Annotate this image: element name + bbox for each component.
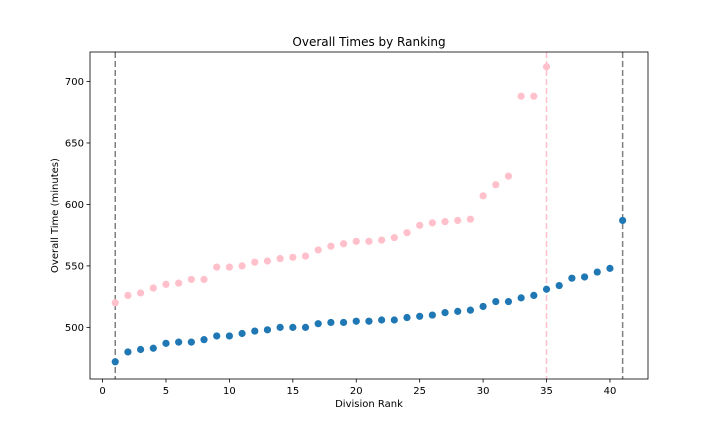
data-point-series-2 — [606, 264, 614, 272]
data-point-series-1 — [441, 218, 449, 226]
data-point-series-2 — [580, 273, 589, 281]
data-point-series-2 — [111, 358, 119, 366]
data-point-series-2 — [454, 307, 462, 315]
data-point-series-1 — [403, 229, 411, 237]
data-point-series-1 — [416, 221, 424, 229]
data-point-series-2 — [187, 338, 195, 346]
data-point-series-1 — [428, 219, 436, 227]
data-point-series-1 — [289, 253, 297, 261]
data-point-series-2 — [466, 306, 475, 314]
data-point-series-1 — [339, 240, 348, 248]
y-tick-label: 700 — [65, 77, 84, 88]
y-tick-label: 650 — [65, 138, 84, 149]
data-point-series-1 — [314, 246, 322, 254]
data-point-series-2 — [213, 332, 221, 340]
data-point-series-1 — [390, 234, 398, 242]
data-point-series-1 — [492, 181, 500, 189]
data-point-series-1 — [213, 263, 221, 271]
data-point-series-1 — [187, 275, 195, 284]
data-point-series-1 — [378, 236, 386, 244]
data-point-series-1 — [124, 291, 132, 300]
data-point-series-1 — [263, 257, 272, 265]
y-axis-label: Overall Time (minutes) — [50, 158, 61, 273]
data-point-series-1 — [352, 237, 360, 245]
data-point-series-2 — [200, 336, 208, 344]
data-point-series-2 — [517, 294, 525, 302]
x-tick-label: 25 — [413, 386, 426, 397]
data-point-series-2 — [339, 318, 348, 327]
data-point-series-2 — [137, 345, 145, 354]
data-point-series-2 — [175, 338, 183, 346]
chart-title: Overall Times by Ranking — [292, 35, 445, 49]
data-point-series-2 — [149, 344, 157, 352]
data-point-series-2 — [162, 339, 170, 347]
data-point-series-2 — [593, 268, 601, 276]
data-point-series-2 — [327, 318, 335, 327]
x-axis-label: Division Rank — [335, 399, 403, 410]
data-point-series-2 — [352, 317, 360, 325]
data-point-series-1 — [111, 299, 119, 307]
data-point-series-2 — [289, 323, 297, 331]
data-point-series-2 — [238, 329, 246, 338]
data-point-series-1 — [365, 237, 373, 245]
data-point-series-1 — [466, 215, 475, 223]
data-point-series-2 — [555, 281, 563, 290]
reference-lines — [114, 52, 624, 379]
data-point-series-2 — [225, 332, 234, 340]
y-axis-ticks: 500 550 600 650 700 — [65, 77, 90, 334]
x-tick-label: 0 — [99, 386, 105, 397]
data-point-series-1 — [479, 192, 487, 200]
data-point-series-2 — [124, 348, 132, 356]
data-point-series-2 — [378, 316, 386, 324]
x-tick-label: 30 — [477, 386, 490, 397]
data-point-series-1 — [327, 242, 335, 250]
data-point-series-2 — [530, 291, 538, 300]
data-point-series-1 — [504, 172, 513, 180]
data-point-series-2 — [251, 327, 259, 335]
plot-frame — [89, 51, 649, 380]
data-point-series-2 — [416, 312, 424, 320]
data-point-series-2 — [301, 323, 310, 331]
y-tick-label: 600 — [65, 200, 84, 211]
data-point-series-1 — [238, 262, 246, 270]
x-tick-label: 20 — [350, 386, 363, 397]
data-points — [111, 63, 627, 366]
x-tick-label: 35 — [540, 386, 553, 397]
y-tick-label: 500 — [65, 323, 84, 334]
data-point-series-2 — [314, 320, 322, 328]
data-point-series-2 — [365, 317, 373, 325]
data-point-series-1 — [137, 289, 145, 297]
data-point-series-2 — [263, 326, 272, 334]
x-tick-label: 15 — [286, 386, 299, 397]
data-point-series-1 — [301, 252, 310, 260]
data-point-series-2 — [542, 285, 551, 293]
data-point-series-2 — [403, 313, 411, 322]
data-point-series-2 — [441, 309, 449, 317]
data-point-series-1 — [162, 280, 170, 288]
data-point-series-1 — [251, 258, 259, 266]
data-point-series-1 — [149, 284, 157, 292]
x-tick-label: 5 — [163, 386, 169, 397]
x-tick-label: 10 — [223, 386, 236, 397]
data-point-series-1 — [225, 263, 234, 271]
data-point-series-1 — [530, 92, 538, 100]
data-point-series-1 — [175, 279, 183, 287]
data-point-series-1 — [454, 216, 462, 225]
data-point-series-1 — [542, 63, 551, 71]
data-point-series-1 — [517, 92, 525, 100]
data-point-series-2 — [428, 311, 436, 319]
data-point-series-1 — [276, 254, 284, 263]
data-point-series-2 — [568, 274, 576, 282]
x-axis-ticks: 0 5 10 15 20 25 30 35 40 — [99, 379, 616, 397]
data-point-series-2 — [276, 323, 284, 331]
data-point-series-2 — [390, 316, 398, 324]
data-point-series-2 — [619, 216, 627, 225]
data-point-series-2 — [504, 297, 513, 306]
data-point-series-2 — [492, 297, 500, 306]
data-point-series-2 — [479, 302, 487, 311]
data-point-series-1 — [200, 275, 208, 284]
y-tick-label: 550 — [65, 261, 84, 272]
x-tick-label: 40 — [604, 386, 617, 397]
